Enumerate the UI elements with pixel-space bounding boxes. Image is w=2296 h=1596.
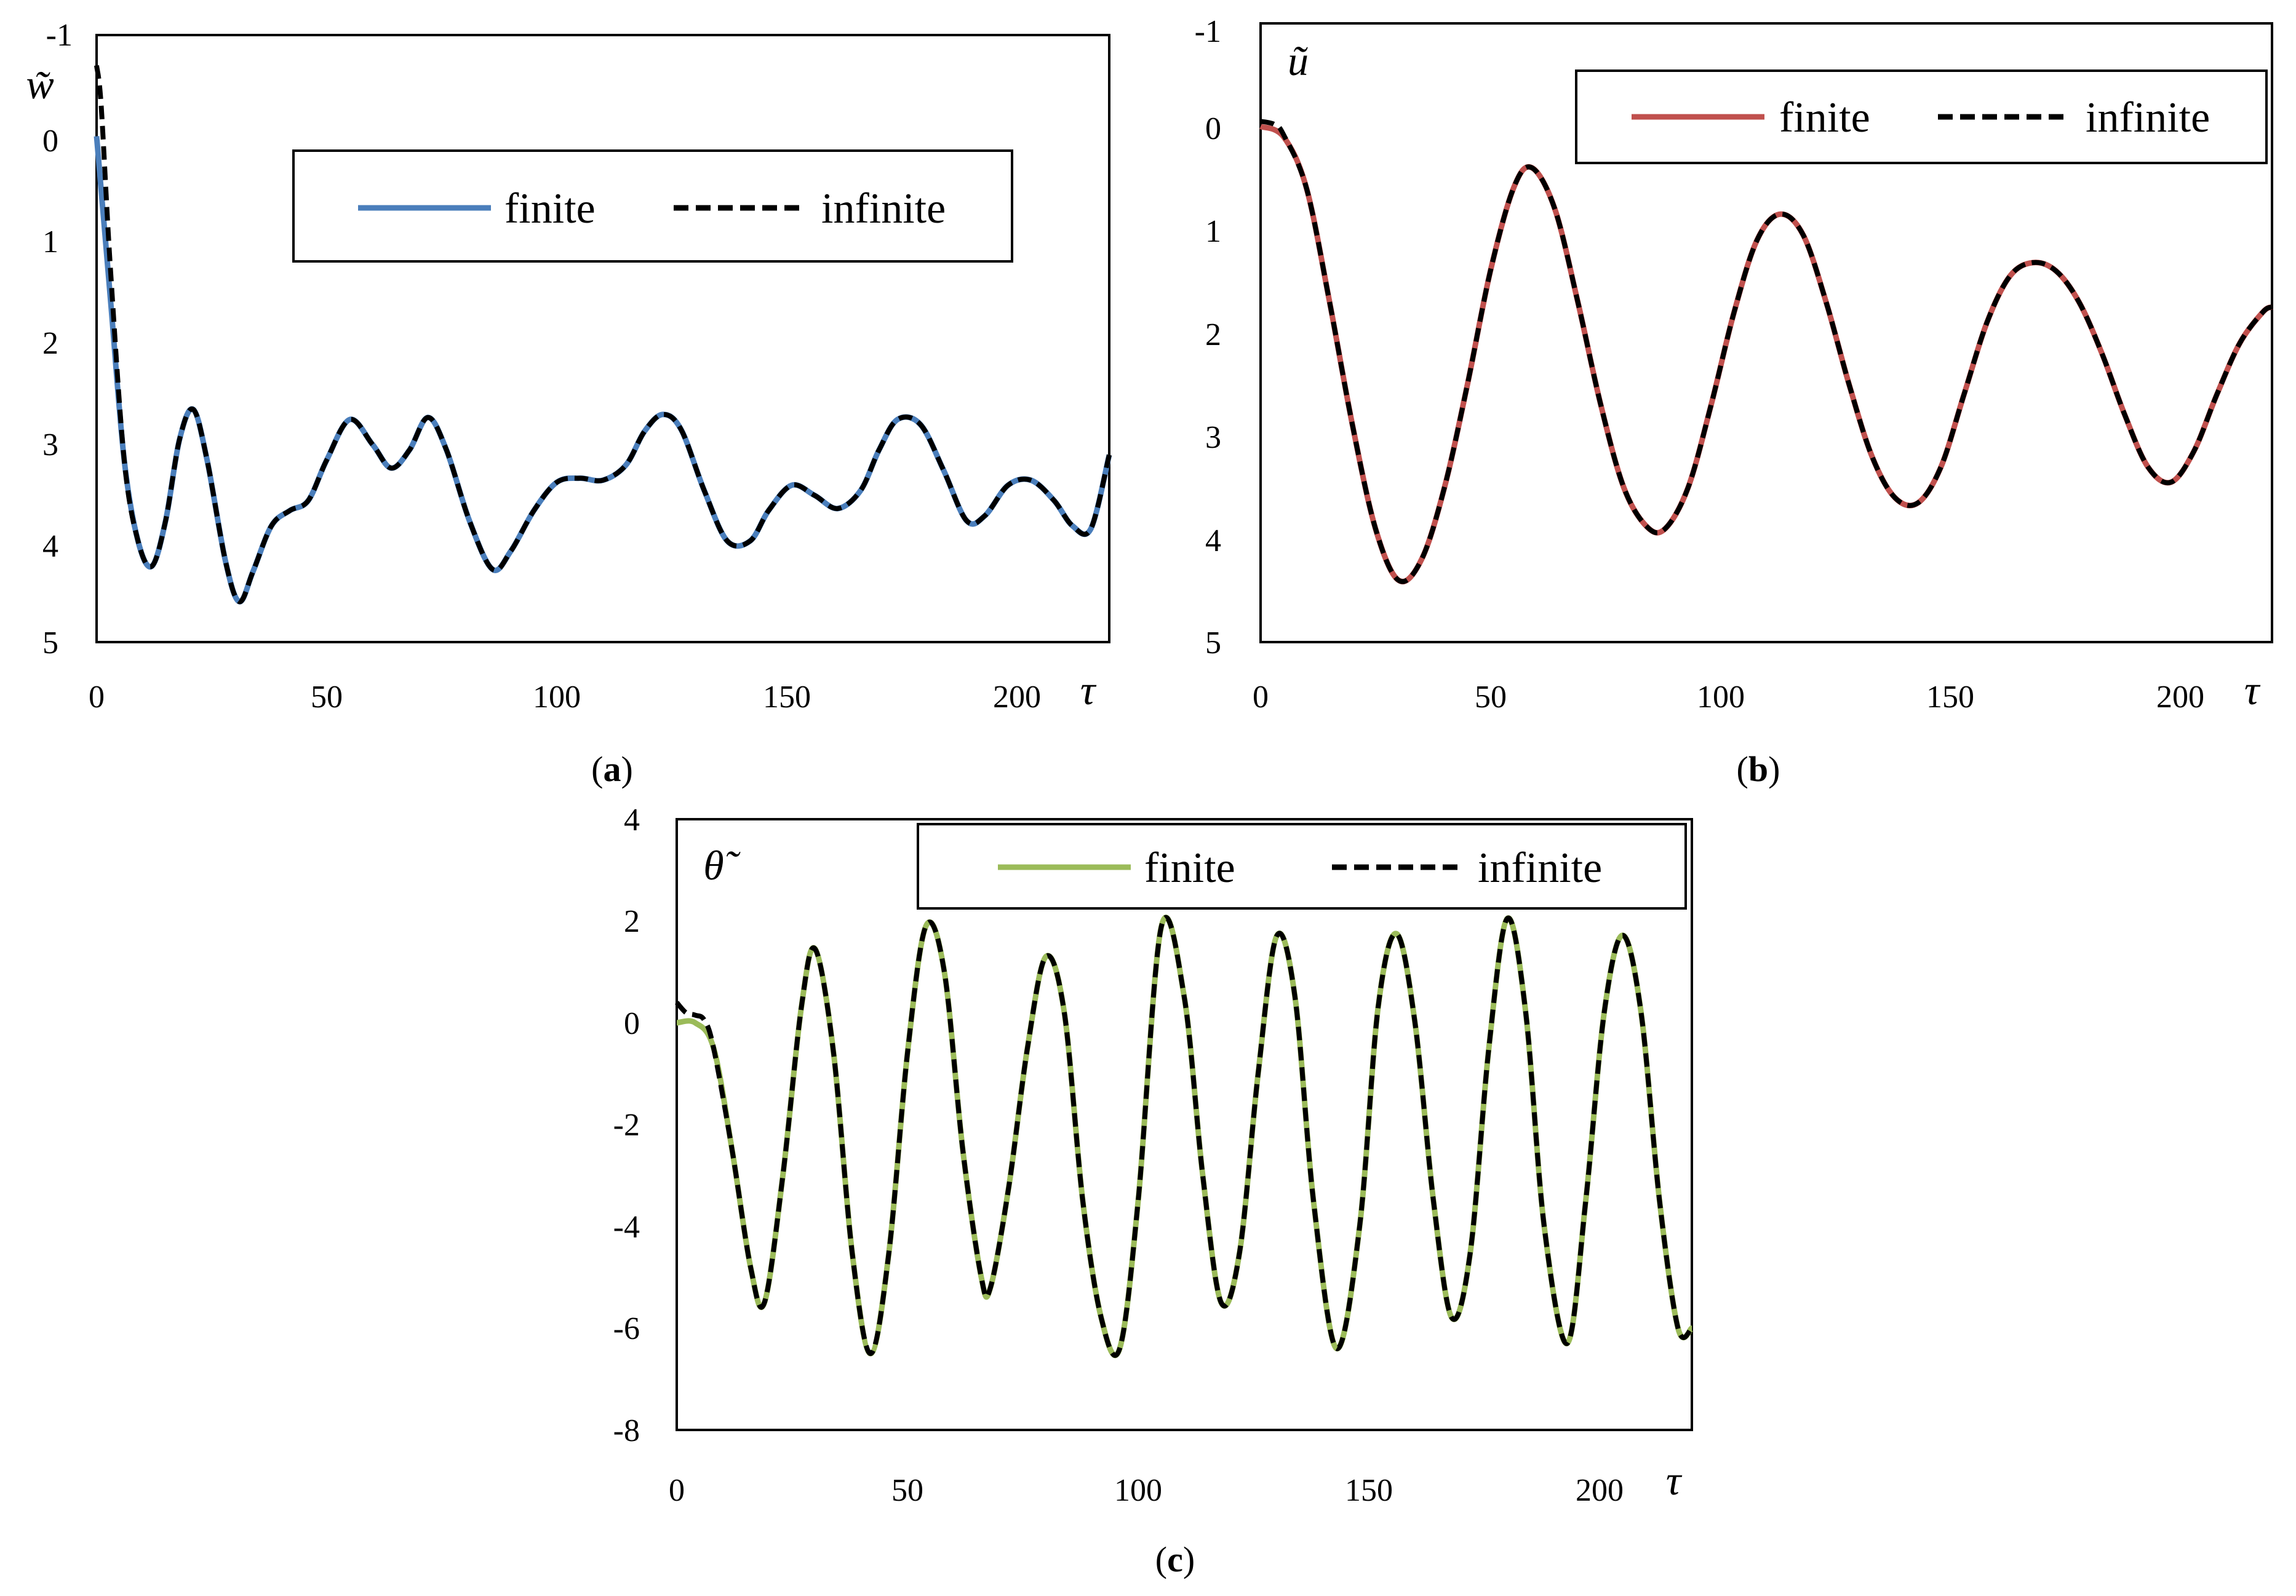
x-tick-label: 50 — [891, 1473, 923, 1508]
x-tick-label: 0 — [89, 680, 105, 715]
y-tick-label: 5 — [1205, 625, 1221, 661]
x-tick-label: 100 — [533, 680, 581, 715]
x-tick-label: 100 — [1697, 680, 1745, 715]
legend-label-infinite: infinite — [821, 185, 946, 232]
y-tick-label: 2 — [1205, 317, 1221, 352]
series-lines — [94, 65, 1112, 605]
x-axis-label: τ — [1666, 1457, 1683, 1504]
y-tick-label: 1 — [1205, 214, 1221, 249]
y-tick-label: -1 — [46, 18, 73, 53]
legend-label-finite: finite — [504, 185, 596, 232]
y-tick-label: 2 — [42, 326, 58, 361]
y-tick-label: 3 — [1205, 420, 1221, 455]
y-axis-label: ũ — [1288, 38, 1309, 84]
y-tick-label: 4 — [1205, 523, 1221, 558]
series-line-finite — [1259, 124, 2274, 584]
x-tick-label: 50 — [311, 680, 343, 715]
panel-c: 4 2 0 -2 -4 -6 -8 0 50 100 150 200 τ θ̃ … — [613, 803, 1695, 1579]
y-tick-label: 3 — [42, 427, 58, 463]
legend-label-infinite: infinite — [1478, 844, 1602, 892]
y-tick-label: 0 — [42, 124, 58, 159]
panel-b: -1 0 1 2 3 4 5 0 50 100 150 200 τ ũ fini… — [1195, 14, 2274, 789]
x-tick-label: 200 — [1576, 1473, 1624, 1508]
y-tick-label: 1 — [42, 224, 58, 260]
x-tick-label: 150 — [763, 680, 811, 715]
y-tick-label: -8 — [613, 1413, 640, 1448]
y-tick-label: 2 — [624, 904, 640, 939]
series-line-infinite — [94, 65, 1112, 605]
x-tick-label: 200 — [993, 680, 1041, 715]
y-axis-label: θ̃ — [703, 842, 740, 889]
plot-area-frame — [1259, 22, 2273, 643]
x-tick-label: 200 — [2156, 680, 2204, 715]
y-tick-label: 4 — [42, 529, 58, 564]
y-tick-label: 0 — [1205, 111, 1221, 146]
x-tick-label: 0 — [669, 1473, 685, 1508]
y-tick-label: 4 — [624, 803, 640, 838]
x-tick-label: 100 — [1114, 1473, 1162, 1508]
y-axis-label: w̃ — [26, 61, 54, 108]
y-tick-label: -4 — [613, 1210, 640, 1245]
series-line-infinite — [674, 915, 1694, 1358]
x-tick-label: 0 — [1253, 680, 1269, 715]
panel-label-c: (c) — [1155, 1539, 1195, 1579]
x-tick-label: 50 — [1475, 680, 1507, 715]
panel-label-a: (a) — [591, 749, 633, 789]
y-tick-label: 5 — [42, 625, 58, 661]
panel-a: -1 0 1 2 3 4 5 0 50 100 150 200 τ w̃ fin… — [26, 18, 1112, 789]
y-tick-label: -1 — [1195, 14, 1221, 49]
x-axis-label: τ — [1080, 667, 1097, 713]
series-lines — [674, 915, 1695, 1359]
panel-label-b: (b) — [1737, 749, 1780, 789]
x-tick-label: 150 — [1345, 1473, 1393, 1508]
legend-box — [1575, 69, 2268, 164]
legend-label-finite: finite — [1779, 94, 1870, 141]
series-lines — [1259, 119, 2274, 584]
series-line-infinite — [1260, 119, 2273, 584]
x-tick-label: 150 — [1926, 680, 1974, 715]
plot-area-frame — [676, 818, 1693, 1431]
y-tick-label: -6 — [613, 1311, 640, 1346]
x-axis-label: τ — [2244, 667, 2261, 713]
plot-area-frame — [95, 34, 1110, 643]
y-tick-label: 0 — [624, 1006, 640, 1041]
legend-label-infinite: infinite — [2086, 94, 2210, 141]
legend-label-finite: finite — [1144, 844, 1235, 892]
y-tick-label: -2 — [613, 1108, 640, 1143]
